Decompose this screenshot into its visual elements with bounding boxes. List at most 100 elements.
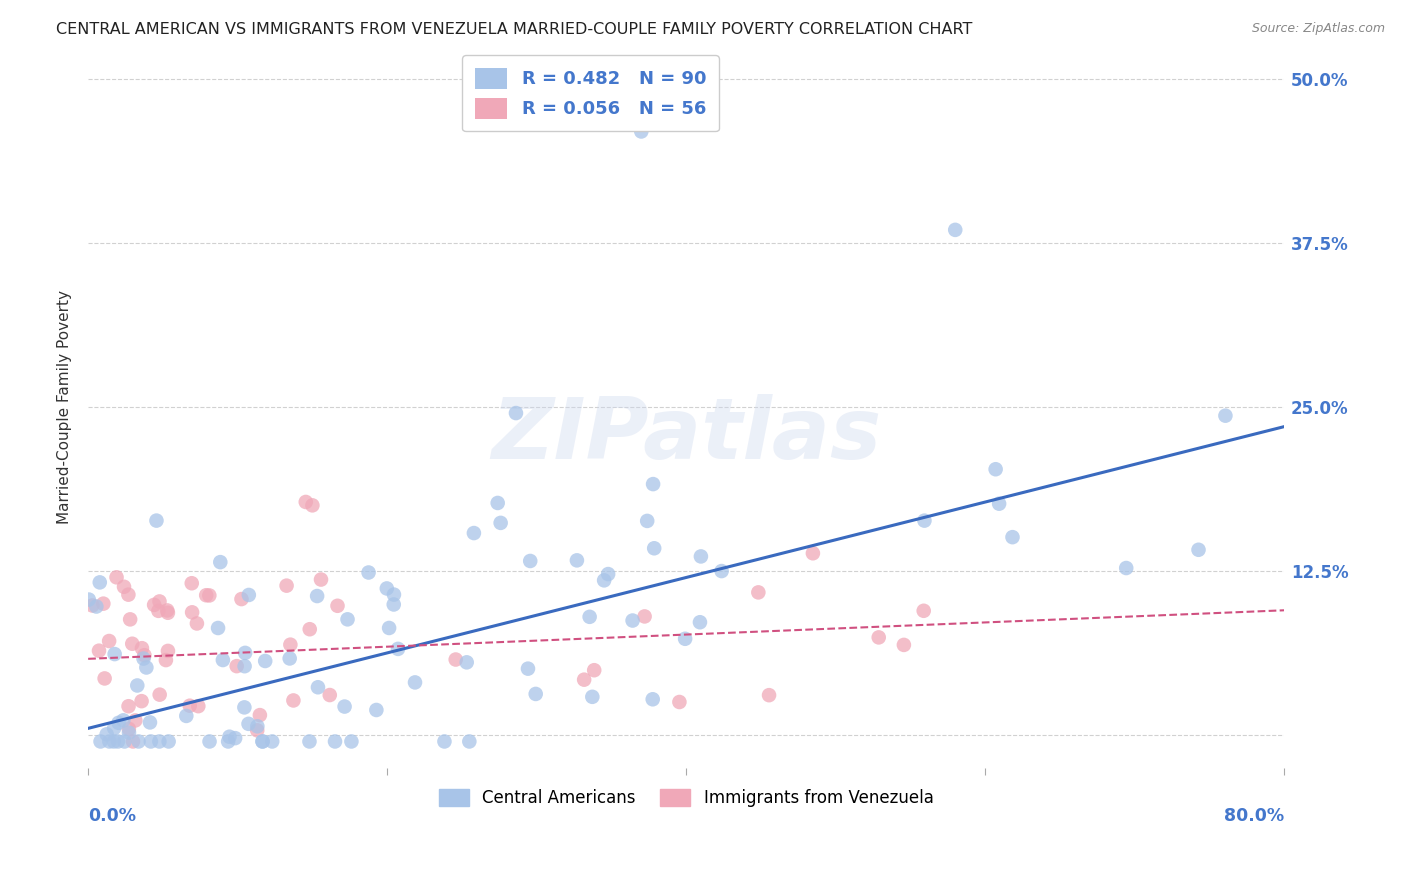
Point <box>593 574 616 588</box>
Point <box>112 580 135 594</box>
Point <box>145 514 167 528</box>
Point <box>673 632 696 646</box>
Point <box>233 646 256 660</box>
Point <box>187 699 209 714</box>
Point <box>96 727 118 741</box>
Point <box>621 614 644 628</box>
Y-axis label: Married-Couple Family Poverty: Married-Couple Family Poverty <box>58 290 72 524</box>
Point <box>758 688 780 702</box>
Point <box>276 579 298 593</box>
Point <box>333 699 356 714</box>
Point <box>112 714 135 728</box>
Point <box>519 554 541 568</box>
Point <box>357 566 380 580</box>
Text: ZIPatlas: ZIPatlas <box>491 394 882 477</box>
Point <box>249 708 271 723</box>
Point <box>128 734 150 748</box>
Point <box>444 652 467 666</box>
Point <box>195 588 218 602</box>
Point <box>598 567 620 582</box>
Point <box>238 716 260 731</box>
Point <box>914 514 936 528</box>
Point <box>103 721 125 735</box>
Point <box>336 612 359 626</box>
Point <box>747 585 769 599</box>
Point <box>134 648 156 663</box>
Point <box>156 603 179 617</box>
Legend: Central Americans, Immigrants from Venezuela: Central Americans, Immigrants from Venez… <box>432 782 941 814</box>
Point <box>131 694 153 708</box>
Point <box>118 725 141 739</box>
Point <box>127 678 149 692</box>
Point <box>181 605 204 619</box>
Point <box>988 497 1011 511</box>
Point <box>87 643 110 657</box>
Point <box>114 734 136 748</box>
Point <box>121 637 143 651</box>
Point <box>246 719 269 733</box>
Point <box>378 621 401 635</box>
Point <box>643 541 665 556</box>
Point <box>186 616 208 631</box>
Point <box>630 124 652 138</box>
Point <box>98 734 121 748</box>
Point <box>505 406 527 420</box>
Point <box>912 604 935 618</box>
Text: 0.0%: 0.0% <box>89 807 136 825</box>
Point <box>801 546 824 560</box>
Point <box>668 695 690 709</box>
Point <box>943 223 966 237</box>
Point <box>689 615 711 630</box>
Point <box>218 730 240 744</box>
Point <box>82 599 104 613</box>
Point <box>143 598 166 612</box>
Point <box>124 714 146 728</box>
Point <box>139 734 162 748</box>
Point <box>489 516 512 530</box>
Point <box>404 675 426 690</box>
Point <box>117 699 139 714</box>
Point <box>212 653 235 667</box>
Point <box>122 734 145 748</box>
Point <box>174 709 197 723</box>
Point <box>301 499 323 513</box>
Point <box>209 555 232 569</box>
Point <box>156 644 179 658</box>
Point <box>868 631 890 645</box>
Point <box>117 588 139 602</box>
Point <box>135 660 157 674</box>
Point <box>89 575 111 590</box>
Point <box>633 609 655 624</box>
Point <box>382 588 405 602</box>
Point <box>524 687 547 701</box>
Point <box>224 731 246 746</box>
Point <box>198 734 221 748</box>
Point <box>93 672 115 686</box>
Point <box>581 690 603 704</box>
Point <box>103 734 125 748</box>
Point <box>636 514 658 528</box>
Point <box>710 564 733 578</box>
Point <box>120 612 142 626</box>
Point <box>148 594 170 608</box>
Point <box>1001 530 1024 544</box>
Point <box>233 659 256 673</box>
Point <box>252 734 274 748</box>
Point <box>104 647 127 661</box>
Point <box>340 734 363 748</box>
Point <box>238 588 260 602</box>
Point <box>1115 561 1137 575</box>
Point <box>366 703 388 717</box>
Point <box>298 622 321 636</box>
Point <box>107 734 129 748</box>
Point <box>149 688 172 702</box>
Point <box>148 734 170 748</box>
Text: CENTRAL AMERICAN VS IMMIGRANTS FROM VENEZUELA MARRIED-COUPLE FAMILY POVERTY CORR: CENTRAL AMERICAN VS IMMIGRANTS FROM VENE… <box>56 22 973 37</box>
Point <box>131 641 153 656</box>
Point <box>382 598 405 612</box>
Point <box>319 688 342 702</box>
Point <box>155 653 177 667</box>
Point <box>77 592 100 607</box>
Point <box>298 734 321 748</box>
Point <box>98 634 121 648</box>
